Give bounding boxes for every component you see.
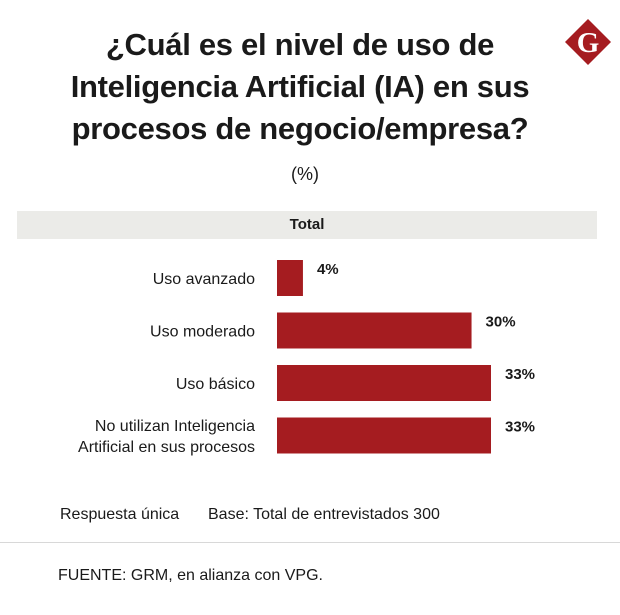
chart-title: ¿Cuál es el nivel de uso de Inteligencia…: [40, 24, 560, 150]
category-label-2: Uso básico: [176, 376, 255, 393]
category-label-0: Uso avanzado: [153, 271, 255, 288]
divider: [0, 542, 620, 543]
logo-letter: G: [577, 27, 600, 59]
bar-2: [277, 365, 491, 401]
bar-chart: 4% Uso avanzado 30% Uso moderado 33% Uso bási…: [78, 260, 535, 456]
bar-3: [277, 417, 491, 454]
category-label-1: Uso moderado: [150, 324, 255, 341]
brand-logo: G: [565, 19, 611, 65]
category-label-3-line-0: No utilizan Inteligencia: [95, 418, 255, 435]
base-note: Base: Total de entrevistados 300: [208, 506, 440, 523]
group-header: Total: [17, 211, 597, 239]
value-label-2: 33%: [505, 366, 535, 383]
bar-0: [277, 260, 303, 296]
unit-label: (%): [291, 164, 319, 184]
response-note: Respuesta única: [60, 506, 180, 523]
bar-1: [277, 312, 472, 349]
category-label-3-line-1: Artificial en sus procesos: [78, 439, 255, 456]
title-line-2: Inteligencia Artificial (IA) en sus: [70, 69, 530, 104]
value-label-3: 33%: [505, 419, 535, 436]
value-label-0: 4%: [317, 261, 339, 278]
source-note: FUENTE: GRM, en alianza con VPG.: [58, 567, 323, 584]
title-line-3: procesos de negocio/empresa?: [71, 111, 529, 146]
logo-diamond: [565, 19, 611, 65]
value-label-1: 30%: [486, 314, 516, 331]
title-line-1: ¿Cuál es el nivel de uso de: [105, 27, 495, 62]
